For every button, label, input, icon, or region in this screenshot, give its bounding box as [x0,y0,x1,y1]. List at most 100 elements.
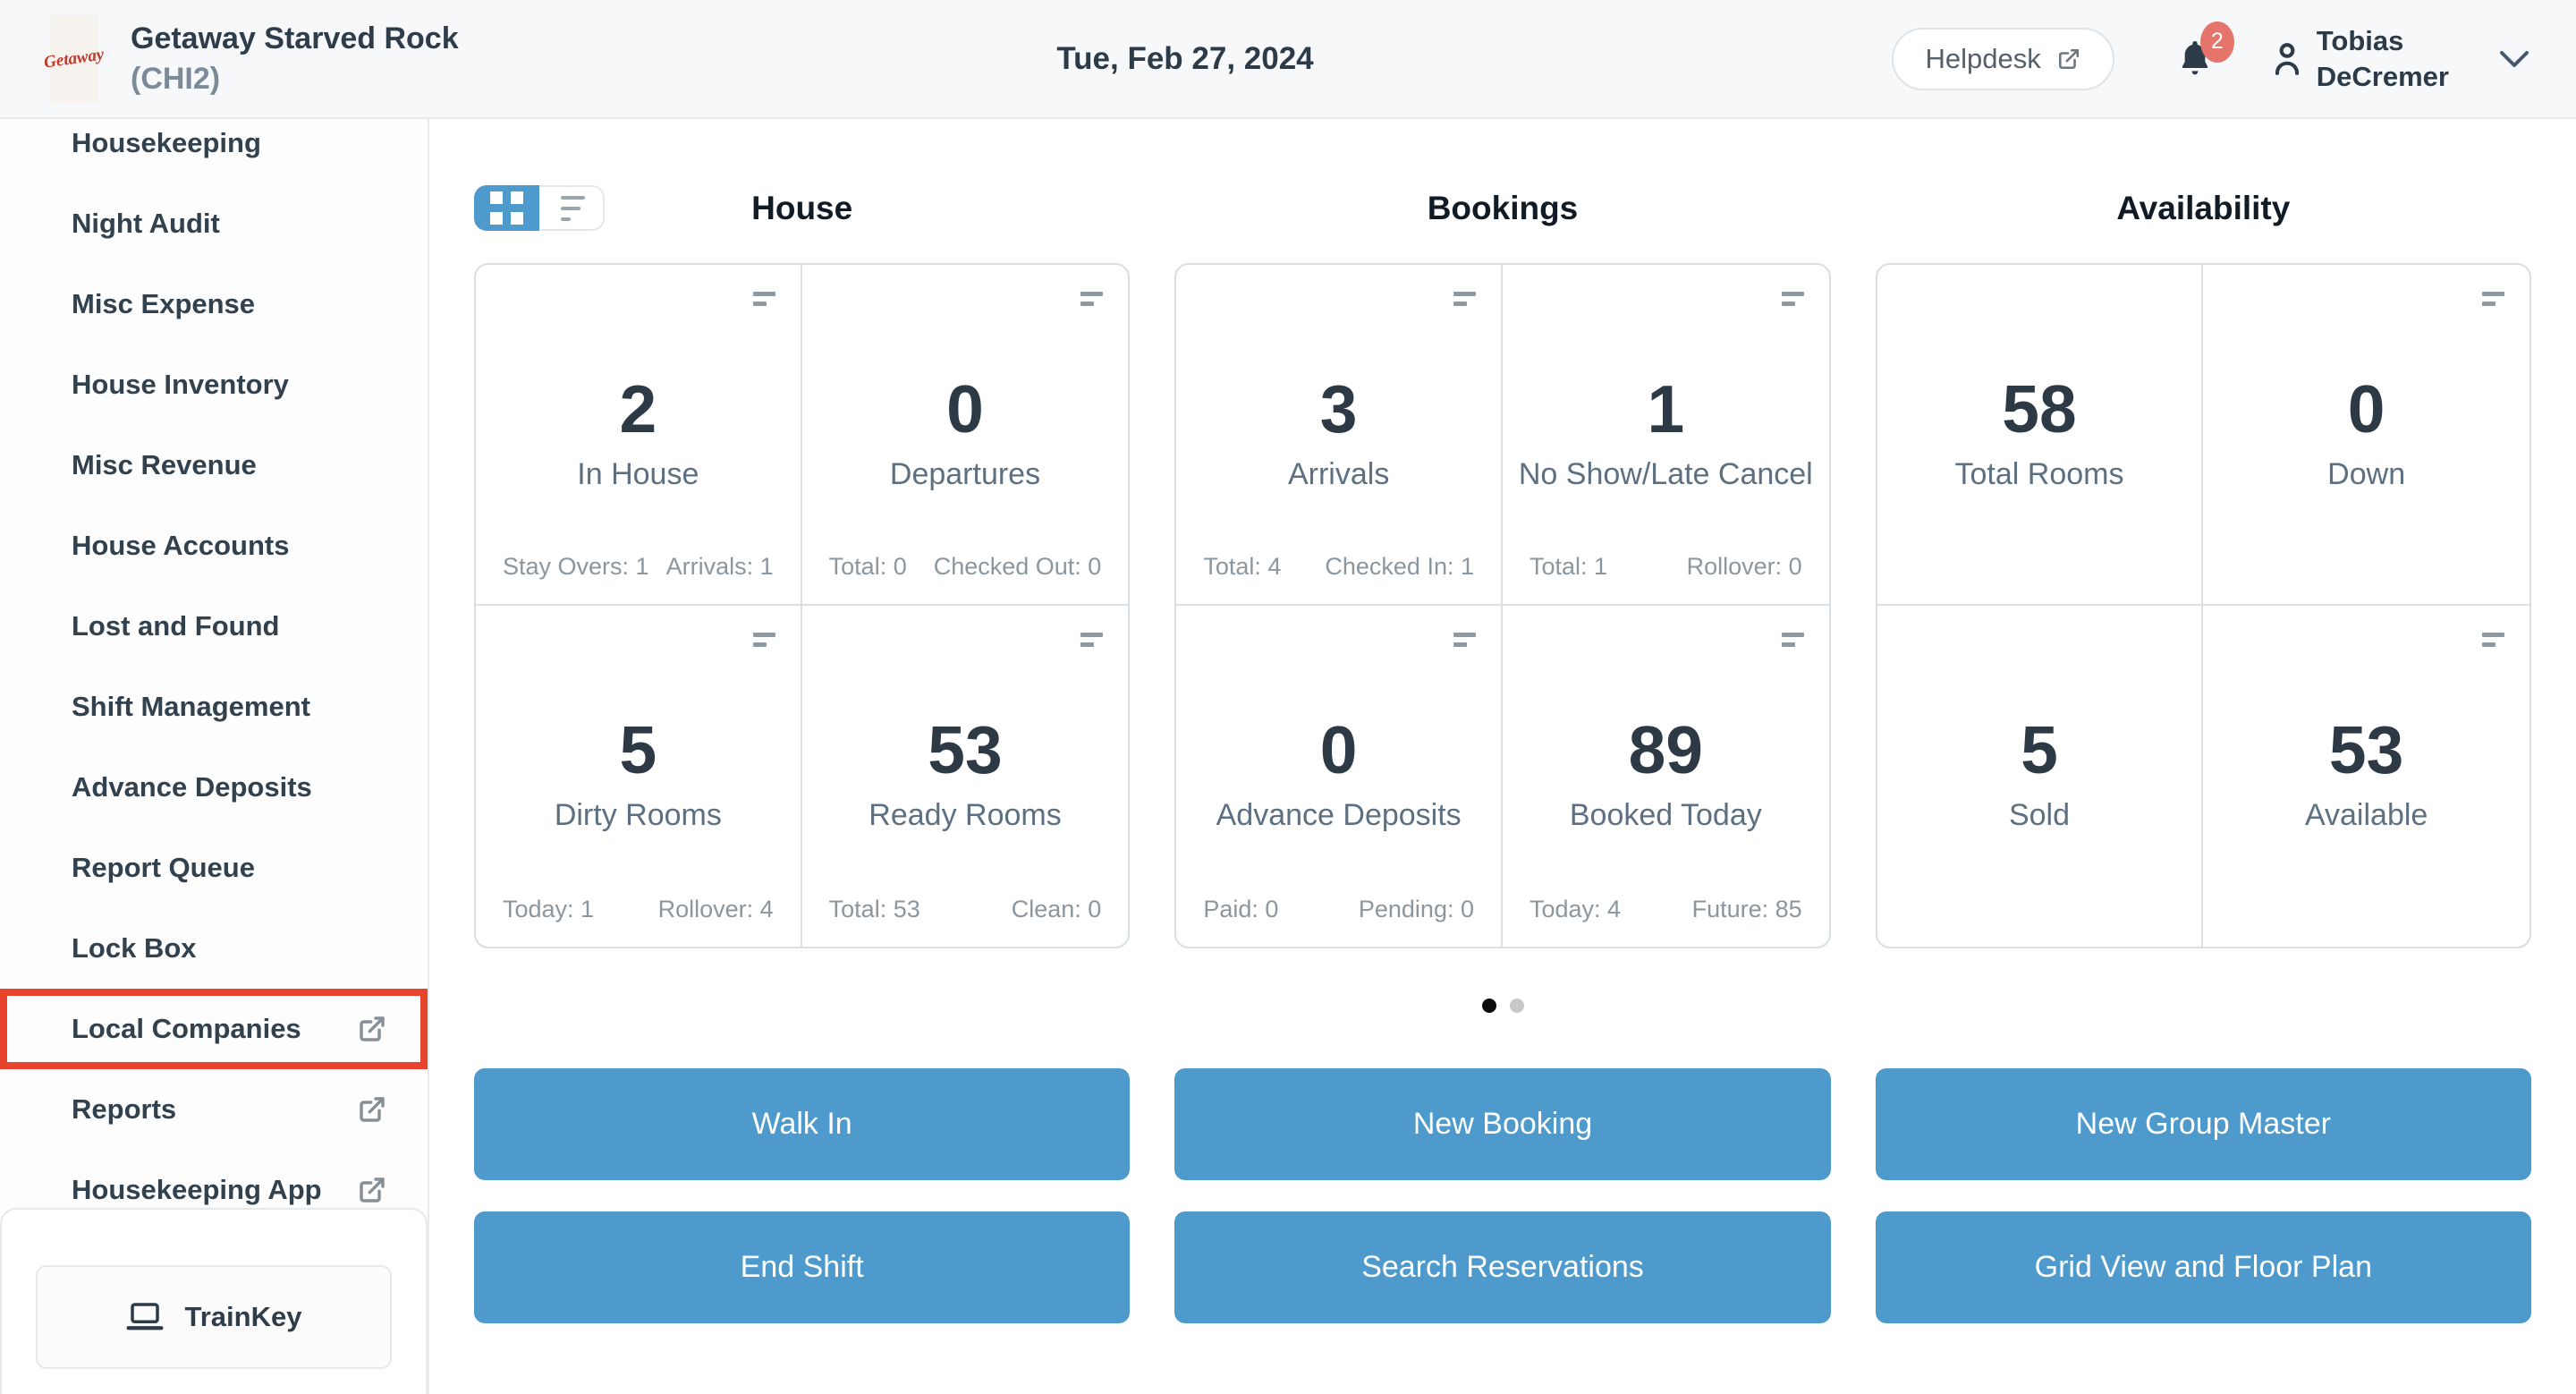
sidebar-nav: Housekeeping Night Audit Misc Expense Ho… [0,119,429,1394]
card-menu-icon[interactable] [1781,633,1804,647]
card-sold[interactable]: 5 Sold [1877,606,2204,947]
sidebar-item-house-accounts[interactable]: House Accounts [0,506,428,586]
card-stat-left: Total: 4 [1203,553,1282,580]
grid-view-button[interactable] [474,185,539,231]
external-link-icon [358,1015,386,1043]
trainkey-button[interactable]: TrainKey [36,1265,392,1369]
section-title-house: House [751,189,853,226]
card-menu-icon[interactable] [752,633,775,647]
user-last-name: DeCremer [2316,60,2449,92]
card-stats: Today: 4 Future: 85 [1530,896,1802,923]
external-link-icon [2057,47,2080,71]
card-menu-icon[interactable] [2481,292,2504,306]
card-stat-left: Stay Overs: 1 [503,553,649,580]
sidebar-item-label: Local Companies [72,1013,301,1044]
sidebar-item-label: Report Queue [72,852,255,883]
sidebar-item-shift-management[interactable]: Shift Management [0,667,428,747]
section-title-bookings: Bookings [1427,189,1579,226]
card-stat-left: Total: 53 [828,896,920,922]
card-menu-icon[interactable] [1080,292,1104,306]
sidebar-item-night-audit[interactable]: Night Audit [0,183,428,264]
property-logo: Getaway [43,14,106,103]
card-booked-today[interactable]: 89 Booked Today Today: 4 Future: 85 [1503,606,1829,947]
user-first-name: Tobias [2316,24,2404,56]
card-menu-icon[interactable] [2481,633,2504,647]
card-advance-deposits[interactable]: 0 Advance Deposits Paid: 0 Pending: 0 [1176,606,1503,947]
sidebar-item-lost-and-found[interactable]: Lost and Found [0,586,428,667]
card-label: Total Rooms [1954,457,2124,491]
sidebar-item-house-inventory[interactable]: House Inventory [0,344,428,425]
sidebar-item-misc-revenue[interactable]: Misc Revenue [0,425,428,506]
trainkey-label: TrainKey [184,1301,302,1332]
sidebar-item-label: Advance Deposits [72,771,312,803]
sidebar-item-label: Housekeeping App [72,1174,322,1205]
new-booking-button[interactable]: New Booking [1174,1068,1831,1180]
walk-in-button[interactable]: Walk In [474,1068,1131,1180]
card-label: Dirty Rooms [554,798,722,832]
card-total-rooms[interactable]: 58 Total Rooms [1877,265,2204,606]
sidebar-item-label: Night Audit [72,208,220,239]
sidebar-item-lock-box[interactable]: Lock Box [0,908,428,989]
sidebar-item-label: Misc Revenue [72,449,257,480]
sidebar-item-label: Misc Expense [72,288,256,319]
card-departures[interactable]: 0 Departures Total: 0 Checked Out: 0 [801,265,1129,606]
sidebar-item-housekeeping-app[interactable]: Housekeeping App [0,1150,428,1230]
list-view-button[interactable] [539,185,605,231]
card-menu-icon[interactable] [1453,292,1476,306]
carousel-pagination [474,999,2531,1013]
pagination-dot-2[interactable] [1509,999,1524,1013]
card-in-house[interactable]: 2 In House Stay Overs: 1 Arrivals: 1 [476,265,802,606]
sidebar-item-report-queue[interactable]: Report Queue [0,828,428,908]
card-value: 5 [619,712,657,787]
stat-card-groups: 2 In House Stay Overs: 1 Arrivals: 1 0 D… [474,263,2531,948]
card-stat-right: Arrivals: 1 [665,553,774,580]
sidebar-item-local-companies[interactable]: Local Companies [0,989,428,1069]
pagination-dot-1[interactable] [1481,999,1496,1013]
card-stat-left: Total: 1 [1529,553,1608,580]
sidebar-item-label: Reports [72,1093,177,1125]
card-stat-left: Today: 4 [1529,896,1622,922]
sidebar-item-housekeeping[interactable]: Housekeeping [0,119,428,183]
card-menu-icon[interactable] [1080,633,1104,647]
sidebar-item-misc-expense[interactable]: Misc Expense [0,264,428,344]
card-value: 0 [1319,712,1358,787]
card-label: Ready Rooms [869,798,1062,832]
helpdesk-label: Helpdesk [1925,42,2041,74]
view-toggle [474,185,605,231]
card-no-show-late-cancel[interactable]: 1 No Show/Late Cancel Total: 1 Rollover:… [1502,265,1829,606]
dashboard-main: House Bookings Availability 2 In House S… [429,119,2576,1394]
helpdesk-button[interactable]: Helpdesk [1891,27,2114,90]
card-value: 89 [1628,712,1704,787]
card-value: 3 [1319,371,1358,446]
dashboard-toolbar: House Bookings Availability [474,185,2531,231]
sidebar-item-label: Lock Box [72,932,197,964]
card-down[interactable]: 0 Down [2203,265,2529,606]
card-arrivals[interactable]: 3 Arrivals Total: 4 Checked In: 1 [1176,265,1503,606]
user-name: Tobias DeCremer [2317,23,2449,95]
sidebar-item-advance-deposits[interactable]: Advance Deposits [0,747,428,828]
card-value: 2 [619,371,657,446]
end-shift-button[interactable]: End Shift [474,1211,1131,1323]
card-value: 53 [2328,712,2404,787]
card-stats: Total: 4 Checked In: 1 [1203,553,1474,581]
card-menu-icon[interactable] [1453,633,1476,647]
chevron-down-icon[interactable] [2499,50,2529,68]
card-menu-icon[interactable] [1781,292,1804,306]
business-date: Tue, Feb 27, 2024 [1056,40,1314,76]
card-stat-right: Checked Out: 0 [933,553,1102,580]
search-reservations-button[interactable]: Search Reservations [1174,1211,1831,1323]
card-menu-icon[interactable] [752,292,775,306]
new-group-master-button[interactable]: New Group Master [1875,1068,2531,1180]
notifications-button[interactable]: 2 [2177,21,2234,82]
card-dirty-rooms[interactable]: 5 Dirty Rooms Today: 1 Rollover: 4 [476,606,802,947]
grid-view-floor-plan-button[interactable]: Grid View and Floor Plan [1875,1211,2531,1323]
house-card-group: 2 In House Stay Overs: 1 Arrivals: 1 0 D… [474,263,1131,948]
sidebar-item-label: Housekeeping [72,127,261,158]
card-stats: Paid: 0 Pending: 0 [1203,896,1474,923]
card-available[interactable]: 53 Available [2203,606,2529,947]
sidebar-item-reports[interactable]: Reports [0,1069,428,1150]
card-ready-rooms[interactable]: 53 Ready Rooms Total: 53 Clean: 0 [802,606,1129,947]
card-stats: Stay Overs: 1 Arrivals: 1 [503,553,774,581]
user-menu[interactable]: Tobias DeCremer [2270,23,2449,95]
card-stat-right: Checked In: 1 [1325,553,1474,580]
